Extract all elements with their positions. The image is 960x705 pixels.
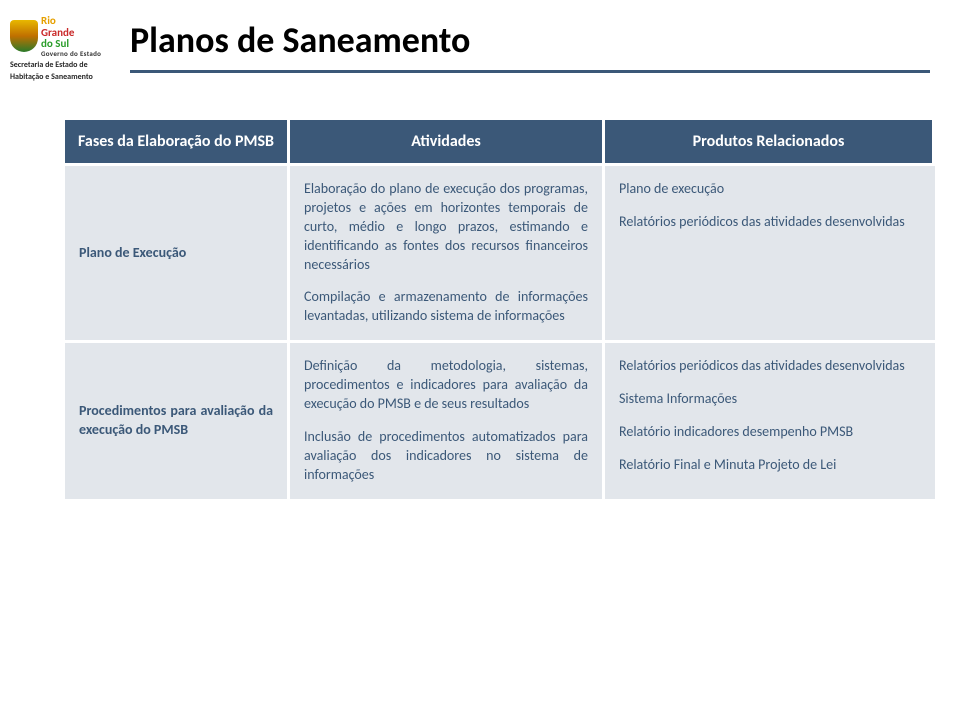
row2-produto-4: Relatório Final e Minuta Projeto de Lei [619,456,921,475]
logo-line1: Rio [41,15,101,27]
row1-atividade-2: Compilação e armazenamento de informaçõe… [304,288,588,326]
row1-produtos: Plano de execução Relatórios periódicos … [605,166,935,343]
table-header-atividades: Atividades [290,120,605,166]
state-logo: Rio Grande do Sul Governo do Estado Secr… [10,15,110,82]
row2-produto-1: Relatórios periódicos das atividades des… [619,357,921,376]
page-title: Planos de Saneamento [130,18,470,62]
logo-badge: Rio Grande do Sul Governo do Estado [10,15,110,57]
row1-produto-2: Relatórios periódicos das atividades des… [619,213,921,232]
row2-atividade-1: Definição da metodologia, sistemas, proc… [304,357,588,414]
row2-produto-3: Relatório indicadores desempenho PMSB [619,423,921,442]
fases-table: Fases da Elaboração do PMSB Atividades P… [65,120,935,502]
logo-sub1: Secretaria de Estado de [10,61,110,70]
row2-produtos: Relatórios periódicos das atividades des… [605,343,935,501]
logo-gov: Governo do Estado [41,50,101,57]
row2-atividades: Definição da metodologia, sistemas, proc… [290,343,605,501]
row2-atividade-2: Inclusão de procedimentos automatizados … [304,428,588,485]
row1-fase: Plano de Execução [65,166,290,343]
logo-text: Rio Grande do Sul Governo do Estado [41,15,101,57]
row1-produto-1: Plano de execução [619,180,921,199]
coat-of-arms-icon [10,20,38,52]
title-underline [130,70,930,73]
table-header-fases: Fases da Elaboração do PMSB [65,120,290,166]
logo-line3: do Sul [41,38,101,50]
row2-produto-2: Sistema Informações [619,390,921,409]
logo-sub2: Habitação e Saneamento [10,73,110,82]
row2-fase: Procedimentos para avaliação da execução… [65,343,290,501]
table-header-produtos: Produtos Relacionados [605,120,935,166]
row1-atividades: Elaboração do plano de execução dos prog… [290,166,605,343]
row1-atividade-1: Elaboração do plano de execução dos prog… [304,180,588,274]
